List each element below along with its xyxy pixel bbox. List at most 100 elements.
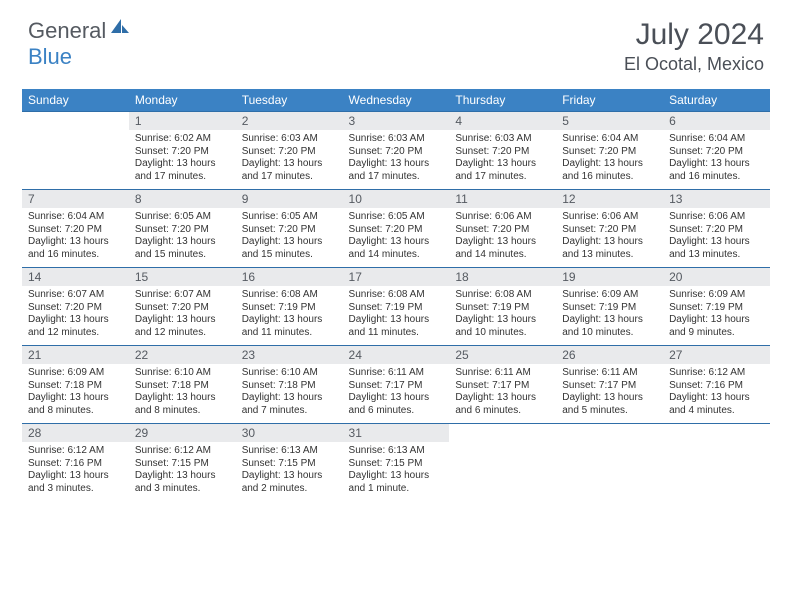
logo: General bbox=[28, 18, 133, 44]
day-details: Sunrise: 6:07 AMSunset: 7:20 PMDaylight:… bbox=[22, 286, 129, 343]
daylight1-text: Daylight: 13 hours bbox=[242, 392, 337, 405]
sunrise-text: Sunrise: 6:07 AM bbox=[135, 289, 230, 302]
day-number: 9 bbox=[236, 190, 343, 208]
calendar-cell: 8Sunrise: 6:05 AMSunset: 7:20 PMDaylight… bbox=[129, 190, 236, 268]
daylight1-text: Daylight: 13 hours bbox=[349, 314, 444, 327]
calendar-cell: 23Sunrise: 6:10 AMSunset: 7:18 PMDayligh… bbox=[236, 346, 343, 424]
daylight1-text: Daylight: 13 hours bbox=[455, 392, 550, 405]
daylight1-text: Daylight: 13 hours bbox=[455, 314, 550, 327]
daylight2-text: and 14 minutes. bbox=[349, 249, 444, 262]
weekday-header: Friday bbox=[556, 89, 663, 112]
weekday-header: Monday bbox=[129, 89, 236, 112]
sunrise-text: Sunrise: 6:10 AM bbox=[135, 367, 230, 380]
daylight2-text: and 10 minutes. bbox=[455, 327, 550, 340]
daylight2-text: and 3 minutes. bbox=[135, 483, 230, 496]
logo-text-general: General bbox=[28, 18, 106, 44]
sunset-text: Sunset: 7:20 PM bbox=[562, 146, 657, 159]
sunrise-text: Sunrise: 6:02 AM bbox=[135, 133, 230, 146]
weekday-header: Wednesday bbox=[343, 89, 450, 112]
sunset-text: Sunset: 7:20 PM bbox=[28, 224, 123, 237]
daylight1-text: Daylight: 13 hours bbox=[669, 236, 764, 249]
daylight2-text: and 11 minutes. bbox=[349, 327, 444, 340]
sunset-text: Sunset: 7:20 PM bbox=[455, 146, 550, 159]
sunset-text: Sunset: 7:17 PM bbox=[562, 380, 657, 393]
daylight2-text: and 15 minutes. bbox=[242, 249, 337, 262]
day-number: 5 bbox=[556, 112, 663, 130]
sunset-text: Sunset: 7:19 PM bbox=[669, 302, 764, 315]
sunrise-text: Sunrise: 6:13 AM bbox=[242, 445, 337, 458]
calendar-cell bbox=[449, 424, 556, 502]
location: El Ocotal, Mexico bbox=[624, 54, 764, 75]
sunset-text: Sunset: 7:18 PM bbox=[135, 380, 230, 393]
sunset-text: Sunset: 7:18 PM bbox=[28, 380, 123, 393]
weekday-header: Saturday bbox=[663, 89, 770, 112]
daylight1-text: Daylight: 13 hours bbox=[135, 158, 230, 171]
day-details: Sunrise: 6:11 AMSunset: 7:17 PMDaylight:… bbox=[449, 364, 556, 421]
daylight1-text: Daylight: 13 hours bbox=[455, 158, 550, 171]
weekday-header: Tuesday bbox=[236, 89, 343, 112]
day-number: 7 bbox=[22, 190, 129, 208]
day-number: 30 bbox=[236, 424, 343, 442]
sunset-text: Sunset: 7:18 PM bbox=[242, 380, 337, 393]
day-details: Sunrise: 6:03 AMSunset: 7:20 PMDaylight:… bbox=[449, 130, 556, 187]
daylight1-text: Daylight: 13 hours bbox=[135, 236, 230, 249]
sunset-text: Sunset: 7:19 PM bbox=[349, 302, 444, 315]
daylight2-text: and 8 minutes. bbox=[28, 405, 123, 418]
calendar-cell: 20Sunrise: 6:09 AMSunset: 7:19 PMDayligh… bbox=[663, 268, 770, 346]
header: General July 2024 El Ocotal, Mexico bbox=[0, 0, 792, 83]
day-number: 28 bbox=[22, 424, 129, 442]
calendar-cell: 12Sunrise: 6:06 AMSunset: 7:20 PMDayligh… bbox=[556, 190, 663, 268]
calendar-cell: 29Sunrise: 6:12 AMSunset: 7:15 PMDayligh… bbox=[129, 424, 236, 502]
sunset-text: Sunset: 7:17 PM bbox=[349, 380, 444, 393]
sunset-text: Sunset: 7:15 PM bbox=[349, 458, 444, 471]
daylight1-text: Daylight: 13 hours bbox=[135, 392, 230, 405]
day-details: Sunrise: 6:09 AMSunset: 7:19 PMDaylight:… bbox=[663, 286, 770, 343]
weekday-header: Thursday bbox=[449, 89, 556, 112]
daylight1-text: Daylight: 13 hours bbox=[562, 314, 657, 327]
day-details: Sunrise: 6:06 AMSunset: 7:20 PMDaylight:… bbox=[663, 208, 770, 265]
sunset-text: Sunset: 7:20 PM bbox=[669, 146, 764, 159]
calendar-cell: 18Sunrise: 6:08 AMSunset: 7:19 PMDayligh… bbox=[449, 268, 556, 346]
day-number: 1 bbox=[129, 112, 236, 130]
daylight1-text: Daylight: 13 hours bbox=[562, 392, 657, 405]
daylight2-text: and 12 minutes. bbox=[135, 327, 230, 340]
daylight1-text: Daylight: 13 hours bbox=[669, 392, 764, 405]
calendar-row: 28Sunrise: 6:12 AMSunset: 7:16 PMDayligh… bbox=[22, 424, 770, 502]
daylight2-text: and 5 minutes. bbox=[562, 405, 657, 418]
sunset-text: Sunset: 7:20 PM bbox=[135, 224, 230, 237]
daylight2-text: and 7 minutes. bbox=[242, 405, 337, 418]
daylight1-text: Daylight: 13 hours bbox=[669, 158, 764, 171]
calendar-cell bbox=[22, 112, 129, 190]
day-number: 12 bbox=[556, 190, 663, 208]
daylight2-text: and 6 minutes. bbox=[349, 405, 444, 418]
daylight1-text: Daylight: 13 hours bbox=[562, 158, 657, 171]
sunset-text: Sunset: 7:20 PM bbox=[135, 146, 230, 159]
sunrise-text: Sunrise: 6:04 AM bbox=[562, 133, 657, 146]
day-details: Sunrise: 6:11 AMSunset: 7:17 PMDaylight:… bbox=[343, 364, 450, 421]
daylight1-text: Daylight: 13 hours bbox=[28, 392, 123, 405]
day-number: 2 bbox=[236, 112, 343, 130]
sunrise-text: Sunrise: 6:09 AM bbox=[669, 289, 764, 302]
day-details: Sunrise: 6:04 AMSunset: 7:20 PMDaylight:… bbox=[22, 208, 129, 265]
day-details: Sunrise: 6:08 AMSunset: 7:19 PMDaylight:… bbox=[343, 286, 450, 343]
day-number: 29 bbox=[129, 424, 236, 442]
sunrise-text: Sunrise: 6:11 AM bbox=[455, 367, 550, 380]
daylight2-text: and 13 minutes. bbox=[669, 249, 764, 262]
day-number: 17 bbox=[343, 268, 450, 286]
sunrise-text: Sunrise: 6:03 AM bbox=[242, 133, 337, 146]
calendar-body: 1Sunrise: 6:02 AMSunset: 7:20 PMDaylight… bbox=[22, 112, 770, 502]
day-number: 22 bbox=[129, 346, 236, 364]
calendar-row: 1Sunrise: 6:02 AMSunset: 7:20 PMDaylight… bbox=[22, 112, 770, 190]
calendar-cell bbox=[663, 424, 770, 502]
sunrise-text: Sunrise: 6:07 AM bbox=[28, 289, 123, 302]
day-number: 24 bbox=[343, 346, 450, 364]
calendar-cell: 27Sunrise: 6:12 AMSunset: 7:16 PMDayligh… bbox=[663, 346, 770, 424]
daylight2-text: and 15 minutes. bbox=[135, 249, 230, 262]
calendar-cell: 26Sunrise: 6:11 AMSunset: 7:17 PMDayligh… bbox=[556, 346, 663, 424]
calendar-cell: 15Sunrise: 6:07 AMSunset: 7:20 PMDayligh… bbox=[129, 268, 236, 346]
calendar-cell: 25Sunrise: 6:11 AMSunset: 7:17 PMDayligh… bbox=[449, 346, 556, 424]
day-details: Sunrise: 6:12 AMSunset: 7:16 PMDaylight:… bbox=[22, 442, 129, 499]
calendar-row: 7Sunrise: 6:04 AMSunset: 7:20 PMDaylight… bbox=[22, 190, 770, 268]
calendar-cell: 14Sunrise: 6:07 AMSunset: 7:20 PMDayligh… bbox=[22, 268, 129, 346]
day-details: Sunrise: 6:10 AMSunset: 7:18 PMDaylight:… bbox=[236, 364, 343, 421]
